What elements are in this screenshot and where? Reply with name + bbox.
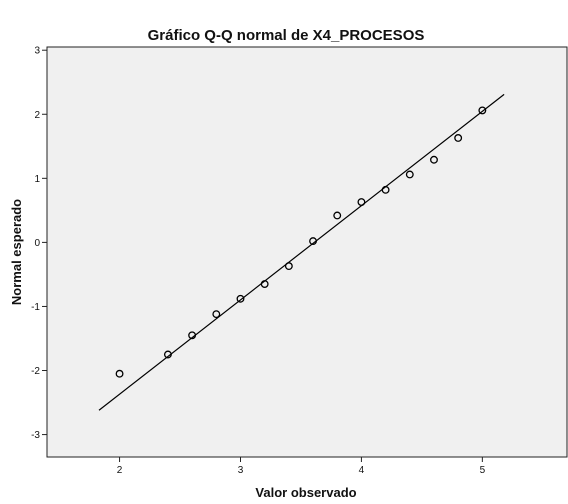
y-axis-ticks: -3 -2 -1 0 1 2 3 — [31, 46, 47, 441]
data-point-1 — [115, 369, 124, 378]
y-tick-label--1: -1 — [31, 302, 40, 313]
y-tick-label-2: 2 — [34, 110, 40, 121]
x-tick-label-3: 3 — [238, 465, 244, 476]
data-point-7 — [284, 262, 293, 271]
x-tick-label-4: 4 — [359, 465, 365, 476]
y-axis-label: Normal esperado — [9, 199, 24, 305]
x-axis-ticks: 2 3 4 5 — [117, 457, 486, 476]
data-point-6 — [260, 280, 269, 288]
data-point-13 — [430, 155, 438, 164]
data-point-14 — [454, 134, 463, 142]
chart-title: Gráfico Q-Q normal de X4_PROCESOS — [148, 27, 425, 44]
data-point-9 — [333, 211, 342, 220]
data-point-2 — [163, 350, 172, 359]
data-point-15 — [478, 106, 487, 115]
y-tick-label--2: -2 — [31, 366, 40, 377]
y-tick-label--3: -3 — [31, 430, 40, 441]
y-tick-label-0: 0 — [34, 238, 40, 249]
data-point-12 — [405, 170, 414, 179]
data-point-4 — [212, 310, 221, 319]
data-point-11 — [381, 185, 390, 194]
data-points-layer — [115, 106, 487, 378]
x-tick-label-5: 5 — [480, 465, 486, 476]
data-point-3 — [188, 331, 197, 340]
data-point-10 — [357, 198, 366, 206]
data-point-8 — [309, 237, 317, 246]
x-axis-label: Valor observado — [255, 485, 356, 500]
y-tick-label-3: 3 — [34, 46, 40, 57]
x-tick-label-2: 2 — [117, 465, 123, 476]
data-point-5 — [236, 294, 245, 303]
plot-area — [46, 46, 568, 458]
y-tick-label-1: 1 — [34, 174, 40, 185]
